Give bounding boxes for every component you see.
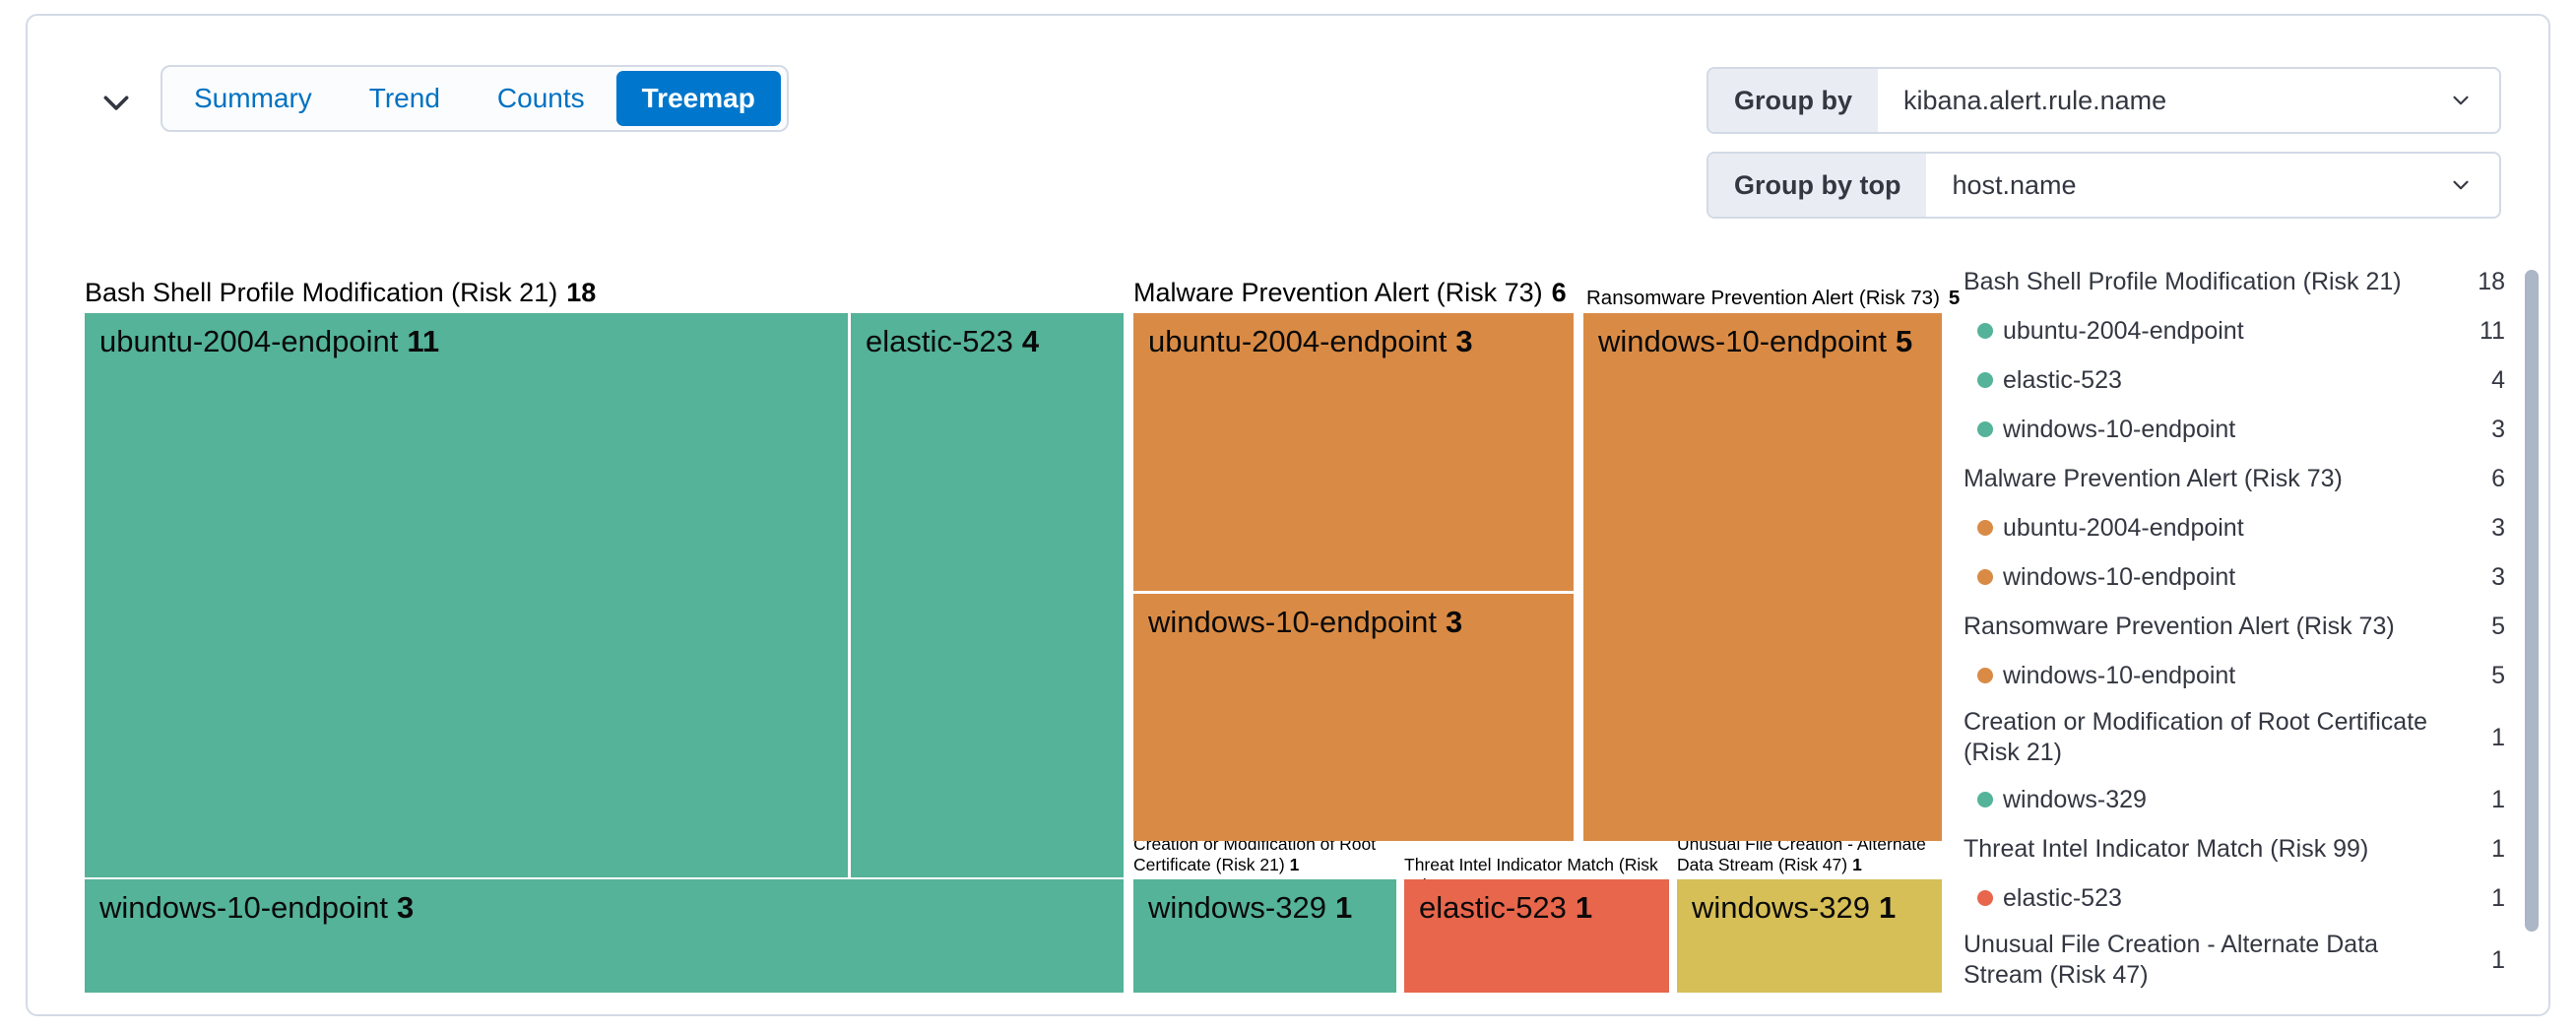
legend-host-row[interactable]: ubuntu-2004-endpoint 3 bbox=[1964, 503, 2505, 552]
legend-host-row[interactable]: windows-10-endpoint 3 bbox=[1964, 552, 2505, 602]
view-tab-group: Summary Trend Counts Treemap bbox=[161, 65, 789, 132]
legend-dot bbox=[1977, 569, 1993, 585]
tab-summary[interactable]: Summary bbox=[168, 71, 338, 126]
legend-dot bbox=[1977, 792, 1993, 807]
tab-treemap[interactable]: Treemap bbox=[615, 71, 781, 126]
tab-trend[interactable]: Trend bbox=[344, 71, 466, 126]
treemap-group-header: Malware Prevention Alert (Risk 73) 6 bbox=[1133, 278, 1567, 307]
legend-rule-row[interactable]: Unusual File Creation - Alternate Data S… bbox=[1964, 931, 2505, 989]
chevron-down-icon bbox=[2422, 154, 2499, 217]
treemap-cell[interactable]: ubuntu-2004-endpoint 3 bbox=[1133, 313, 1574, 591]
legend-host-row[interactable]: windows-10-endpoint 3 bbox=[1964, 405, 2505, 454]
legend-rule-row[interactable]: Malware Prevention Alert (Risk 73) 6 bbox=[1964, 464, 2505, 492]
group-by-label: Group by bbox=[1708, 69, 1878, 132]
group-by-select[interactable]: Group by kibana.alert.rule.name bbox=[1707, 67, 2501, 134]
legend-rule-row[interactable]: Ransomware Prevention Alert (Risk 73) 5 bbox=[1964, 612, 2505, 640]
legend-host-row[interactable]: elastic-523 4 bbox=[1964, 355, 2505, 405]
legend-host-row[interactable]: windows-10-endpoint 5 bbox=[1964, 651, 2505, 700]
treemap-cell[interactable]: windows-329 1 bbox=[1133, 879, 1396, 993]
treemap-group-header: Bash Shell Profile Modification (Risk 21… bbox=[85, 278, 597, 307]
group-by-top-select[interactable]: Group by top host.name bbox=[1707, 152, 2501, 219]
treemap-cell[interactable]: elastic-523 4 bbox=[851, 313, 1124, 877]
treemap-cell[interactable]: windows-10-endpoint 5 bbox=[1583, 313, 1942, 841]
legend-dot bbox=[1977, 520, 1993, 536]
collapse-panel-button[interactable] bbox=[91, 77, 142, 128]
legend-host-row[interactable]: elastic-523 1 bbox=[1964, 873, 2505, 923]
treemap-cell[interactable]: elastic-523 1 bbox=[1404, 879, 1669, 993]
chevron-down-icon bbox=[2422, 69, 2499, 132]
legend-scrollbar[interactable] bbox=[2525, 270, 2539, 932]
alerts-panel: Summary Trend Counts Treemap Group by ki… bbox=[26, 14, 2550, 1016]
legend-host-row[interactable]: ubuntu-2004-endpoint 11 bbox=[1964, 306, 2505, 355]
treemap-cell[interactable]: ubuntu-2004-endpoint 11 bbox=[85, 313, 848, 877]
tab-counts[interactable]: Counts bbox=[472, 71, 611, 126]
legend-rule-row[interactable]: Creation or Modification of Root Certifi… bbox=[1964, 708, 2505, 766]
treemap-legend: Bash Shell Profile Modification (Risk 21… bbox=[1964, 257, 2505, 998]
group-by-value: kibana.alert.rule.name bbox=[1903, 85, 2167, 115]
legend-rule-row[interactable]: Bash Shell Profile Modification (Risk 21… bbox=[1964, 267, 2505, 295]
legend-dot bbox=[1977, 372, 1993, 388]
treemap-cell[interactable]: windows-10-endpoint 3 bbox=[1133, 594, 1574, 841]
group-by-top-label: Group by top bbox=[1708, 154, 1927, 217]
legend-dot bbox=[1977, 421, 1993, 437]
treemap-cell[interactable]: windows-329 1 bbox=[1677, 879, 1942, 993]
legend-dot bbox=[1977, 890, 1993, 906]
group-by-top-value: host.name bbox=[1952, 169, 2077, 200]
legend-dot bbox=[1977, 323, 1993, 339]
chevron-down-icon bbox=[97, 84, 135, 121]
treemap-cell[interactable]: windows-10-endpoint 3 bbox=[85, 879, 1124, 993]
legend-dot bbox=[1977, 668, 1993, 683]
legend-rule-row[interactable]: Threat Intel Indicator Match (Risk 99) 1 bbox=[1964, 834, 2505, 863]
legend-host-row[interactable]: windows-329 1 bbox=[1964, 775, 2505, 824]
treemap-group-header: Ransomware Prevention Alert (Risk 73) 5 bbox=[1586, 287, 1961, 309]
